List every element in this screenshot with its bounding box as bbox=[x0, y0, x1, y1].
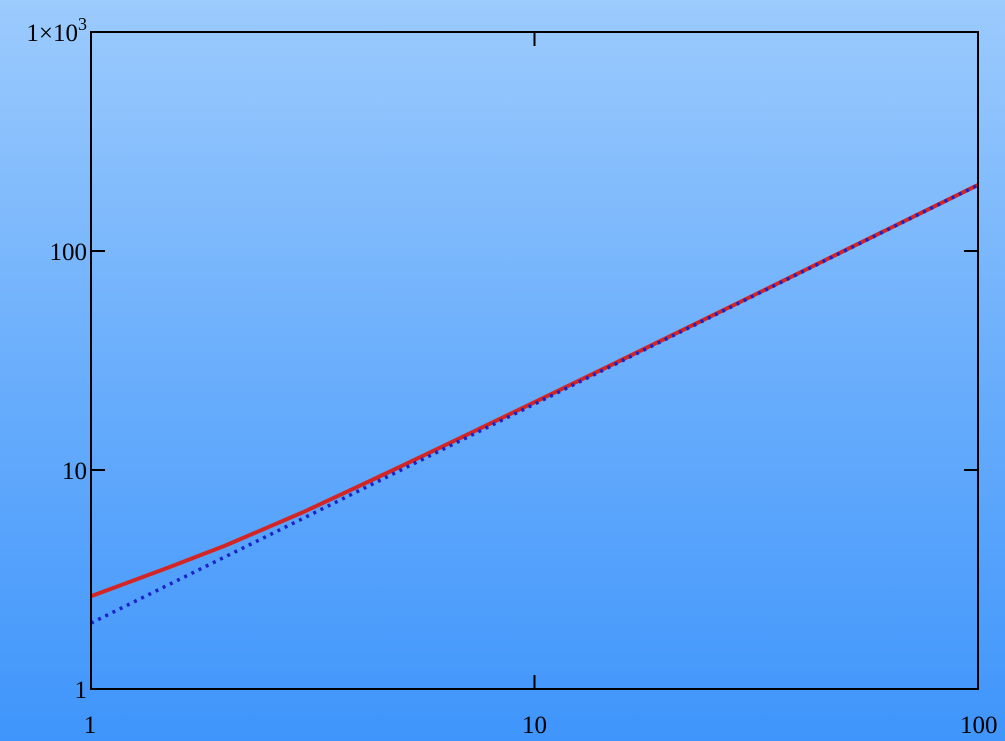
y-tick-label: 1 bbox=[75, 677, 88, 704]
x-tick-label: 100 bbox=[960, 712, 998, 739]
series-layer bbox=[90, 183, 979, 625]
tick-layer: 1 10 100 1 10 100 1×103 bbox=[26, 14, 997, 739]
x-tick-label: 1 bbox=[84, 712, 97, 739]
y-tick-label: 10 bbox=[62, 458, 87, 485]
series-line-2 bbox=[90, 183, 979, 625]
plot-frame bbox=[90, 31, 979, 690]
y-tick-label: 1×103 bbox=[26, 14, 87, 47]
y-tick-label: 100 bbox=[50, 239, 88, 266]
x-tick-label: 10 bbox=[522, 712, 547, 739]
series-line-1 bbox=[90, 183, 979, 599]
